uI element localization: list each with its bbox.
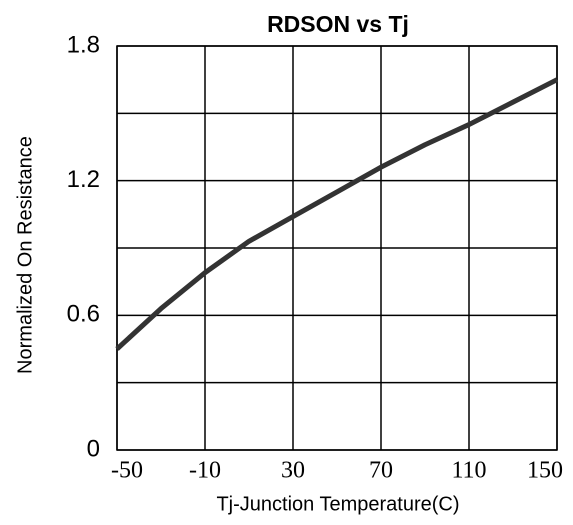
y-tick-label: 0.6 xyxy=(67,301,100,328)
x-axis-label: Tj-Junction Temperature(C) xyxy=(216,493,459,515)
x-tick-label: 110 xyxy=(451,458,486,484)
x-tick-label: 150 xyxy=(527,458,563,484)
x-tick-label: -10 xyxy=(189,458,221,484)
y-tick-label: 1.2 xyxy=(67,166,100,193)
chart-title: RDSON vs Tj xyxy=(267,11,409,37)
x-tick-label: -50 xyxy=(111,458,143,484)
x-tick-label: 70 xyxy=(369,458,393,484)
y-tick-label: 1.8 xyxy=(67,31,100,58)
y-tick-label: 0 xyxy=(87,435,100,462)
plot-frame xyxy=(116,45,558,451)
x-tick-label: 30 xyxy=(281,458,305,484)
data-line xyxy=(115,77,559,351)
y-axis-label: Normalized On Resistance xyxy=(14,136,36,374)
